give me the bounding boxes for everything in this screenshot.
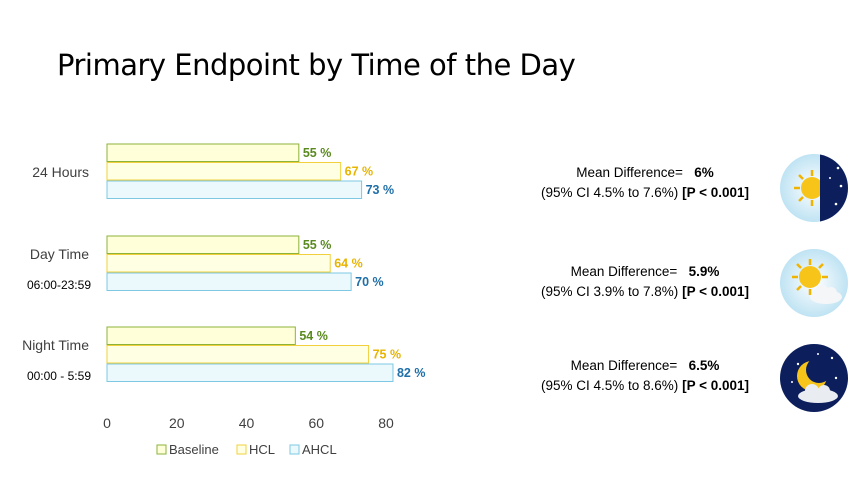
data-label: 64 % [334, 257, 363, 271]
stat-day-time: Mean Difference= 5.9% (95% CI 3.9% to 7.… [520, 262, 770, 302]
stat-ci: (95% CI 4.5% to 8.6%) [540, 378, 679, 393]
stat-ci: (95% CI 4.5% to 7.6%) [540, 185, 679, 200]
stat-24-hours: Mean Difference= 6% (95% CI 4.5% to 7.6%… [520, 163, 770, 203]
chart-title: Primary Endpoint by Time of the Day [57, 48, 576, 82]
data-label: 75 % [373, 348, 402, 362]
stat-value: 5.9% [688, 264, 720, 279]
bar-hcl [106, 162, 342, 181]
stat-p: [P < 0.001] [682, 378, 749, 393]
sun-cloud-icon [780, 249, 848, 317]
data-label: 70 % [355, 275, 384, 289]
data-label: 55 % [303, 146, 332, 160]
x-tick-label: 40 [239, 415, 255, 431]
data-label: 73 % [366, 183, 395, 197]
category-label: 24 Hours [32, 164, 89, 180]
data-label: 55 % [303, 238, 332, 252]
x-tick-label: 0 [103, 415, 111, 431]
bar-hcl [106, 254, 331, 273]
category-label: Night Time [22, 337, 89, 353]
bar-ahcl [106, 363, 394, 382]
category-sublabel: 06:00-23:59 [27, 278, 91, 292]
bar-baseline [106, 235, 300, 254]
legend-swatch-baseline [156, 444, 167, 455]
data-label: 54 % [299, 329, 328, 343]
stat-p: [P < 0.001] [682, 185, 749, 200]
stat-label: Mean Difference= [570, 358, 678, 373]
bar-ahcl [106, 272, 352, 291]
category-label: Day Time [30, 246, 89, 262]
bar-ahcl [106, 180, 363, 199]
legend-label: HCL [249, 442, 275, 457]
bar-baseline [106, 326, 296, 345]
data-label: 67 % [345, 165, 374, 179]
stat-night-time: Mean Difference= 6.5% (95% CI 4.5% to 8.… [520, 356, 770, 396]
half-sun-half-moon-icon [780, 154, 848, 222]
x-tick-label: 80 [378, 415, 394, 431]
legend-label: AHCL [302, 442, 337, 457]
legend-label: Baseline [169, 442, 219, 457]
stat-value: 6.5% [688, 358, 720, 373]
stat-ci: (95% CI 3.9% to 7.8%) [540, 284, 679, 299]
data-label: 82 % [397, 366, 426, 380]
stat-p: [P < 0.001] [682, 284, 749, 299]
moon-cloud-icon [780, 344, 848, 412]
x-tick-label: 20 [169, 415, 185, 431]
bar-baseline [106, 143, 300, 162]
legend-swatch-hcl [236, 444, 247, 455]
stat-label: Mean Difference= [570, 264, 678, 279]
x-tick-label: 60 [308, 415, 324, 431]
stat-label: Mean Difference= [576, 165, 683, 180]
bar-hcl [106, 345, 370, 364]
legend-swatch-ahcl [289, 444, 300, 455]
category-sublabel: 00:00 - 5:59 [27, 369, 91, 383]
stat-value: 6% [694, 165, 714, 180]
